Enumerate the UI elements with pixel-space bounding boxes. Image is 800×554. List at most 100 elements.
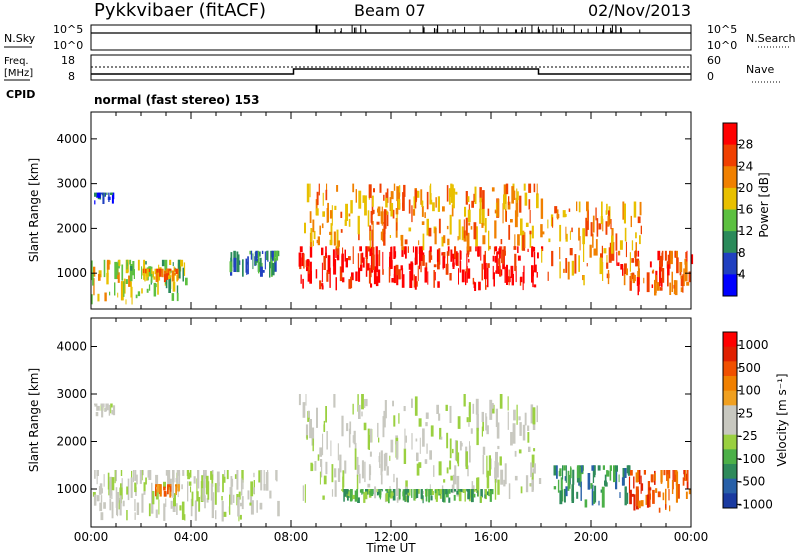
velocity-cell bbox=[454, 440, 458, 461]
velocity-cell bbox=[393, 415, 396, 427]
power-cell bbox=[143, 268, 145, 273]
power-cell bbox=[683, 268, 685, 287]
velocity-cell bbox=[468, 402, 471, 423]
power-cell bbox=[424, 267, 428, 283]
power-cell bbox=[472, 277, 475, 285]
power-cell bbox=[673, 284, 675, 289]
power-cell bbox=[447, 246, 450, 254]
power-cell bbox=[319, 280, 322, 290]
power-cell bbox=[536, 193, 539, 209]
power-cell bbox=[428, 250, 431, 263]
power-cell bbox=[483, 254, 486, 270]
power-cell bbox=[171, 270, 175, 282]
power-cell bbox=[403, 184, 406, 197]
velocity-cell bbox=[172, 476, 174, 498]
power-cell bbox=[578, 255, 580, 272]
velocity-cell bbox=[471, 489, 474, 503]
power-cell bbox=[481, 209, 485, 226]
power-cell bbox=[413, 196, 416, 209]
power-cell bbox=[301, 252, 304, 267]
power-cell bbox=[536, 272, 538, 278]
velocity-cell bbox=[500, 469, 504, 485]
power-cell bbox=[505, 183, 509, 195]
velocity-cell bbox=[439, 427, 442, 440]
power-cell bbox=[432, 202, 435, 212]
power-cell bbox=[492, 265, 494, 280]
velocity-cell bbox=[533, 463, 536, 474]
velocity-cell bbox=[606, 470, 609, 477]
power-ytick-label: 3000 bbox=[56, 177, 87, 191]
velocity-cell bbox=[234, 474, 237, 479]
velocity-cell bbox=[141, 470, 143, 481]
power-cell bbox=[103, 192, 105, 197]
velocity-cell bbox=[387, 489, 391, 498]
velocity-cell bbox=[604, 482, 608, 487]
velocity-cell bbox=[352, 435, 354, 443]
nsky-label: N.Sky bbox=[4, 32, 36, 45]
power-cell bbox=[415, 190, 418, 201]
velocity-cell bbox=[349, 421, 352, 435]
velocity-cell bbox=[557, 479, 560, 493]
velocity-cell bbox=[109, 486, 112, 499]
power-cell bbox=[104, 192, 106, 197]
power-cell bbox=[574, 254, 577, 274]
power-cell bbox=[651, 284, 654, 288]
velocity-cell bbox=[99, 483, 103, 489]
power-cell bbox=[466, 266, 468, 283]
power-cell bbox=[326, 208, 329, 223]
power-cell bbox=[310, 261, 312, 273]
power-cell bbox=[98, 274, 101, 281]
velocity-cell bbox=[484, 489, 487, 500]
velocity-cell bbox=[675, 471, 679, 486]
power-cell bbox=[393, 251, 397, 258]
velocity-cell bbox=[275, 470, 278, 481]
power-cell bbox=[481, 223, 484, 228]
velocity-cell bbox=[168, 470, 171, 483]
power-cell bbox=[436, 249, 439, 262]
power-cell bbox=[408, 227, 412, 232]
velocity-cell bbox=[346, 423, 349, 432]
velocity-colorbar-tick-label: 25 bbox=[738, 406, 753, 420]
power-cell bbox=[659, 287, 663, 291]
velocity-cell bbox=[333, 394, 336, 408]
power-cell bbox=[334, 259, 336, 266]
velocity-cell bbox=[560, 477, 563, 489]
velocity-cell bbox=[203, 470, 205, 476]
velocity-cell bbox=[352, 494, 355, 500]
velocity-cell bbox=[685, 491, 688, 499]
power-cell bbox=[422, 233, 425, 251]
power-cell bbox=[690, 254, 694, 265]
power-colorbar-swatch bbox=[723, 209, 737, 232]
power-cell bbox=[679, 269, 682, 276]
velocity-cell bbox=[403, 406, 406, 412]
velocity-cell bbox=[507, 396, 509, 411]
velocity-cell bbox=[249, 502, 252, 506]
power-cell bbox=[345, 258, 348, 268]
power-cell bbox=[457, 236, 459, 241]
velocity-cell bbox=[269, 490, 272, 499]
velocity-cell bbox=[177, 470, 181, 476]
power-cell bbox=[513, 246, 517, 250]
velocity-cell bbox=[457, 452, 460, 467]
power-cell bbox=[302, 278, 304, 289]
power-cell bbox=[514, 210, 518, 228]
velocity-cell bbox=[136, 474, 138, 485]
velocity-cell bbox=[361, 411, 363, 417]
power-cell bbox=[494, 255, 497, 263]
power-cell bbox=[496, 251, 498, 271]
velocity-cell bbox=[108, 404, 111, 416]
power-cell bbox=[533, 251, 536, 273]
velocity-cell bbox=[347, 491, 350, 496]
velocity-cell bbox=[531, 454, 535, 468]
velocity-cell bbox=[221, 496, 223, 501]
velocity-cell bbox=[378, 456, 381, 463]
velocity-cell bbox=[466, 417, 469, 423]
velocity-cell bbox=[456, 490, 459, 495]
nave-label: Nave bbox=[746, 63, 774, 76]
power-cell bbox=[447, 253, 449, 269]
velocity-cell bbox=[211, 497, 214, 519]
power-cell bbox=[106, 192, 108, 195]
power-cell bbox=[260, 266, 263, 277]
velocity-cell bbox=[263, 470, 265, 486]
power-cell bbox=[245, 258, 248, 273]
